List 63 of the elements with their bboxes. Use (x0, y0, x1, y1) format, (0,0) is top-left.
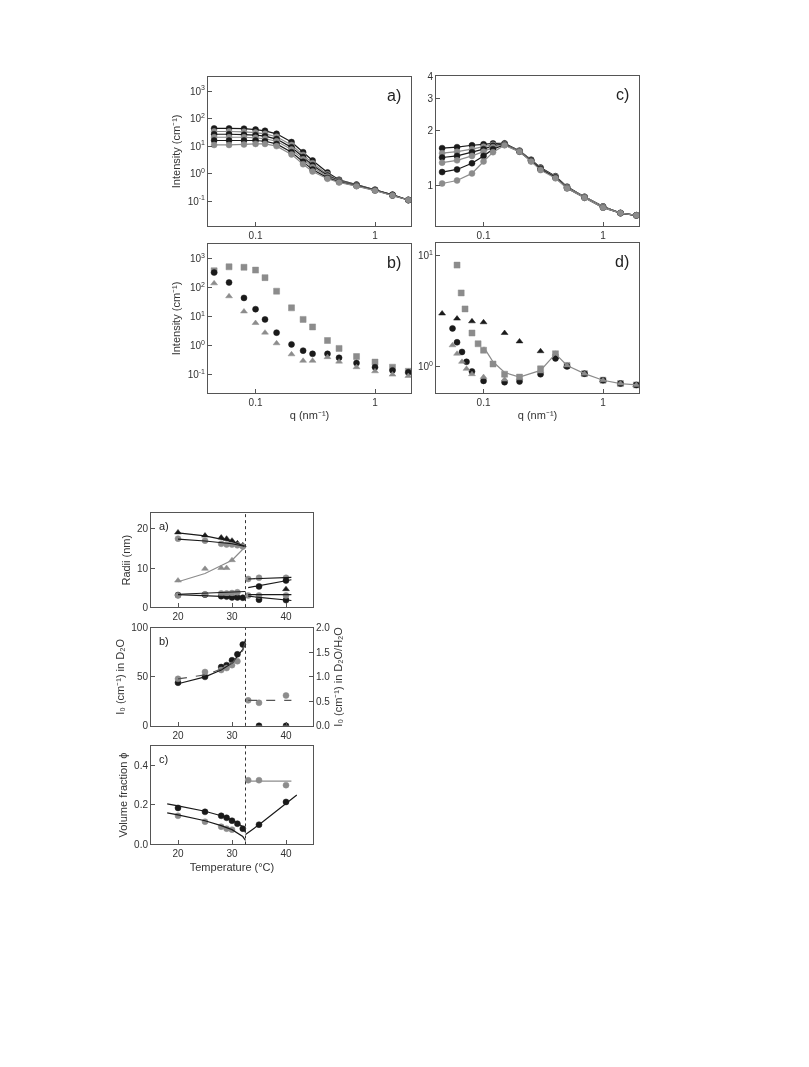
x-tick-label: 40 (280, 848, 292, 860)
x-tick-label: 20 (172, 611, 184, 623)
x-tick-label: 1 (600, 396, 607, 408)
y2-tick-label: 1.0 (316, 671, 331, 683)
y-tick-label: 10$^{1}$ (189, 309, 206, 323)
y-tick-label: 10$^{0}$ (417, 359, 434, 372)
y-tick-label: 1 (427, 179, 434, 191)
y-axis-title: Radii (nm) (119, 534, 132, 586)
annotation: c) (616, 86, 630, 103)
x-axis-title: q (nm⁻¹) (289, 408, 330, 421)
y-tick-label: 10$^{2}$ (189, 111, 206, 125)
x-tick-label: 0.1 (476, 230, 491, 242)
y-tick-label: 0 (142, 601, 149, 613)
y-axis-title: Intensity (cm⁻¹) (170, 281, 183, 356)
x-tick-label: 30 (226, 611, 238, 623)
annotation: b) (159, 635, 169, 647)
x-tick-label: 40 (280, 611, 292, 623)
y2-tick-label: 2.0 (316, 622, 331, 634)
y-tick-label: 10$^{1}$ (189, 139, 206, 152)
y-tick-label: 20 (136, 523, 149, 535)
y-tick-label: 10$^{1}$ (417, 248, 434, 262)
y2-axis-title: I₀ (cm⁻¹) in D₂O/H₂O (331, 626, 344, 727)
x-tick-label: 30 (226, 729, 238, 741)
x-tick-label: 1 (372, 396, 379, 408)
y-axis-title: Intensity (cm⁻¹) (170, 114, 183, 189)
y-tick-label: 0.4 (134, 759, 149, 771)
y-tick-label: 10$^{-1}$ (187, 367, 206, 381)
y-axis-title: I₀ (cm⁻¹) in D₂O (113, 638, 126, 715)
y2-tick-label: 0.5 (316, 695, 331, 707)
y-tick-label: 3 (427, 93, 434, 105)
y-tick-label: 10$^{0}$ (189, 166, 206, 180)
y-tick-label: 100 (131, 622, 149, 634)
x-tick-label: 20 (172, 848, 184, 860)
annotation: c) (159, 753, 169, 765)
annotation: d) (615, 253, 630, 270)
y-tick-label: 4 (427, 70, 434, 82)
x-tick-label: 30 (226, 848, 238, 860)
y-axis-title: Volume fraction ϕ (116, 752, 129, 838)
annotation: a) (387, 87, 402, 104)
y-tick-label: 10$^{0}$ (189, 338, 206, 352)
y2-tick-label: 1.5 (316, 646, 331, 658)
y-tick-label: 2 (427, 125, 434, 137)
x-tick-label: 1 (600, 230, 607, 242)
y-tick-label: 50 (136, 671, 149, 683)
annotation: b) (387, 254, 402, 271)
x-tick-label: 20 (172, 729, 184, 741)
y-tick-label: 0.0 (134, 838, 149, 850)
x-tick-label: 1 (372, 229, 379, 241)
y-tick-label: 10 (136, 562, 149, 574)
x-tick-label: 0.1 (248, 229, 263, 241)
x-axis-title: q (nm⁻¹) (517, 408, 558, 421)
y-tick-label: 10$^{2}$ (189, 280, 206, 294)
x-tick-label: 0.1 (248, 396, 263, 408)
y-tick-label: 10$^{-1}$ (187, 194, 206, 207)
y-tick-label: 0 (142, 720, 149, 732)
y-tick-label: 0.2 (134, 799, 149, 811)
annotation: a) (159, 520, 169, 532)
x-axis-title: Temperature (°C) (189, 860, 275, 873)
y-tick-label: 10$^{3}$ (189, 251, 206, 265)
x-tick-label: 0.1 (476, 396, 491, 408)
x-tick-label: 40 (280, 729, 292, 741)
y-tick-label: 10$^{3}$ (189, 84, 206, 97)
y2-tick-label: 0.0 (316, 720, 331, 732)
